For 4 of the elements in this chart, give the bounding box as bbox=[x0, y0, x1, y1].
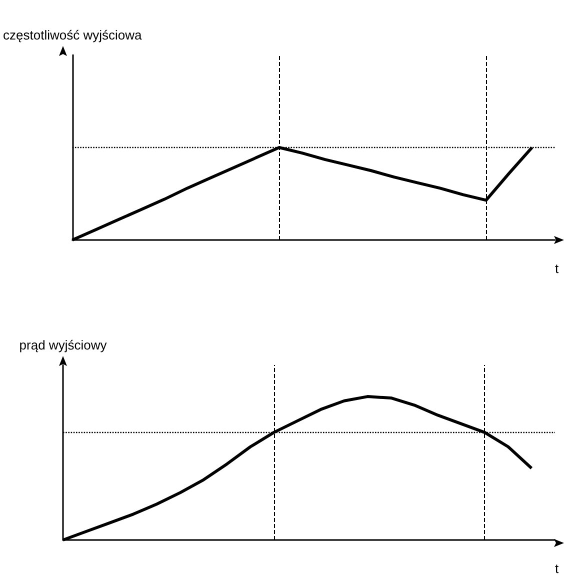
x-axis-title: t bbox=[555, 561, 559, 575]
x-axis-title: t bbox=[555, 261, 559, 276]
y-axis-title: prąd wyjściowy bbox=[19, 338, 108, 352]
y-axis-title: częstotliwość wyjściowa bbox=[3, 28, 142, 42]
